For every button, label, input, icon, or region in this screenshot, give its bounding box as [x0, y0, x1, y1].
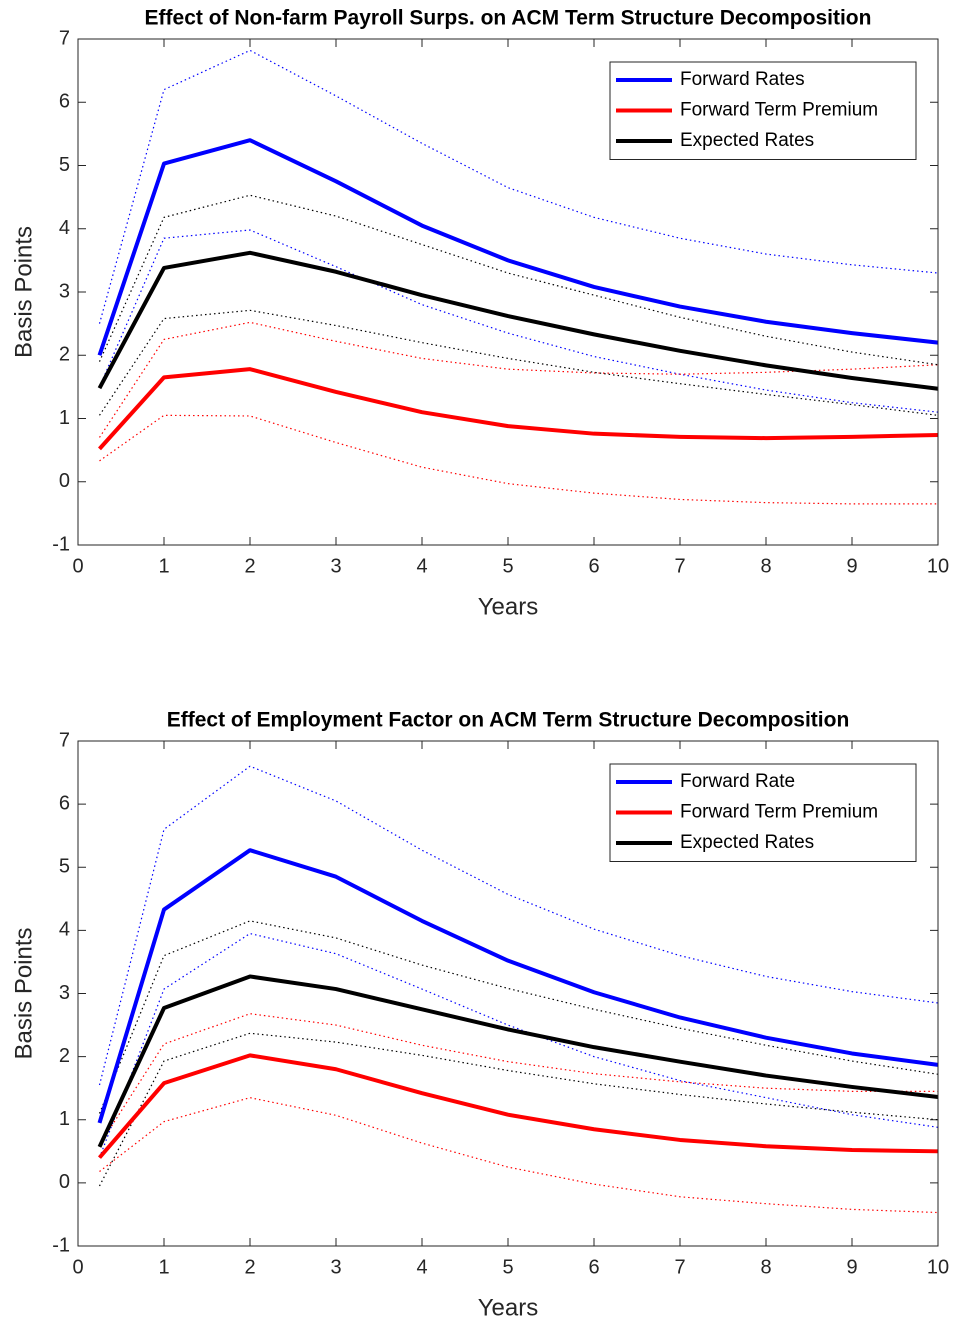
x-tick-label: 5 [502, 1256, 513, 1278]
y-axis-label: Basis Points [10, 226, 37, 358]
x-tick-label: 7 [674, 555, 685, 577]
band-lower [99, 414, 938, 505]
chart-title: Effect of Employment Factor on ACM Term … [167, 709, 850, 732]
y-tick-label: 0 [59, 470, 70, 492]
y-tick-label: 3 [59, 982, 70, 1004]
y-tick-label: 2 [59, 344, 70, 366]
x-tick-label: 3 [330, 555, 341, 577]
y-tick-label: 5 [59, 856, 70, 878]
x-tick-label: 9 [846, 555, 857, 577]
subplot: Effect of Non-farm Payroll Surps. on ACM… [10, 7, 949, 621]
x-tick-label: 8 [760, 1256, 771, 1278]
band-upper [98, 1013, 938, 1146]
y-tick-label: 2 [59, 1045, 70, 1067]
x-axis-label: Years [478, 1294, 539, 1321]
x-tick-label: 0 [72, 555, 83, 577]
axes-box [77, 38, 939, 546]
y-tick-label: 4 [59, 919, 70, 941]
x-tick-label: 2 [244, 1256, 255, 1278]
y-tick-label: 7 [59, 729, 70, 751]
x-tick-label: 5 [502, 555, 513, 577]
x-tick-label: 6 [588, 555, 599, 577]
x-tick-label: 0 [72, 1256, 83, 1278]
axes-box [77, 740, 939, 1247]
x-tick-label: 4 [416, 555, 427, 577]
series-line [97, 848, 939, 1124]
series-line [97, 138, 939, 356]
x-tick-label: 10 [927, 1256, 949, 1278]
x-tick-label: 7 [674, 1256, 685, 1278]
y-tick-label: 1 [59, 407, 70, 429]
x-tick-label: 1 [158, 1256, 169, 1278]
x-tick-label: 6 [588, 1256, 599, 1278]
legend-entry: Expected Rates [680, 832, 814, 853]
x-tick-label: 1 [158, 555, 169, 577]
y-tick-label: 7 [59, 27, 70, 49]
legend-entry: Forward Rate [680, 771, 795, 792]
band-lower [98, 229, 939, 413]
y-tick-label: 6 [59, 91, 70, 113]
y-tick-label: 4 [59, 217, 70, 239]
y-tick-label: -1 [52, 533, 70, 555]
legend: Forward Rates Forward Term Premium Expecte… [609, 61, 917, 160]
y-tick-label: 0 [59, 1171, 70, 1193]
x-tick-label: 3 [330, 1256, 341, 1278]
subplot: Effect of Employment Factor on ACM Term … [10, 709, 949, 1322]
y-tick-label: 1 [59, 1108, 70, 1130]
legend: Forward Rate Forward Term Premium Expected… [609, 763, 917, 862]
band-upper [98, 321, 939, 438]
legend-entry: Expected Rates [680, 130, 814, 151]
x-tick-label: 2 [244, 555, 255, 577]
x-tick-label: 8 [760, 555, 771, 577]
band-upper [98, 920, 939, 1114]
series-line [97, 1053, 939, 1159]
band-lower [98, 1032, 939, 1187]
x-tick-label: 9 [846, 1256, 857, 1278]
x-axis-label: Years [478, 593, 539, 620]
x-tick-label: 4 [416, 1256, 427, 1278]
legend-entry: Forward Term Premium [680, 802, 878, 823]
legend-entry: Forward Rates [680, 69, 805, 90]
y-tick-label: 5 [59, 154, 70, 176]
band-upper [98, 765, 939, 1086]
y-tick-label: 6 [59, 792, 70, 814]
legend-entry: Forward Term Premium [680, 100, 878, 121]
x-tick-label: 10 [927, 555, 949, 577]
series-line [97, 250, 939, 391]
y-axis-label: Basis Points [10, 927, 37, 1059]
chart-title: Effect of Non-farm Payroll Surps. on ACM… [145, 7, 872, 30]
band-upper [98, 194, 939, 366]
y-tick-label: -1 [52, 1234, 70, 1256]
series-line [98, 367, 939, 451]
series-line [97, 974, 939, 1148]
y-tick-label: 3 [59, 280, 70, 302]
band-lower [98, 932, 939, 1158]
